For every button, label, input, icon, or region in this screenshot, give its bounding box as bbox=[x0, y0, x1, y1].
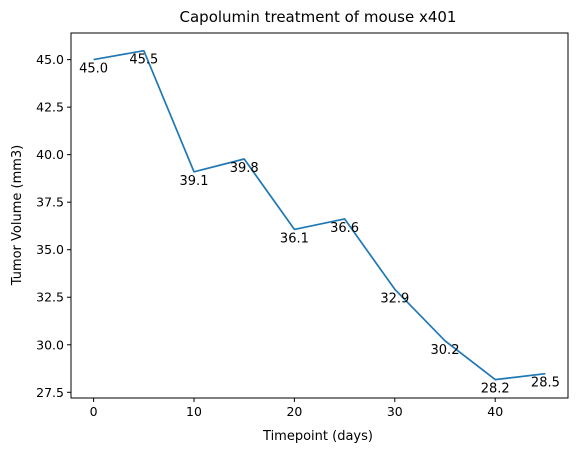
series-line-tumor-volume bbox=[93, 49, 546, 381]
y-tick-label: 30.0 bbox=[36, 337, 64, 352]
x-tick-label: 0 bbox=[90, 404, 98, 419]
data-label: 39.8 bbox=[230, 161, 259, 176]
data-label: 28.5 bbox=[531, 376, 560, 391]
y-tick-label: 27.5 bbox=[36, 385, 64, 400]
y-tick-label: 45.0 bbox=[36, 52, 64, 67]
x-tick-label: 10 bbox=[186, 404, 202, 419]
x-tick-label: 40 bbox=[487, 404, 503, 419]
plot-area: 0 10 20 30 40 27.5 30.0 32.5 35.0 37.5 40.0 42.5 45.… bbox=[36, 32, 569, 419]
data-label: 36.6 bbox=[330, 221, 359, 236]
data-label: 32.9 bbox=[380, 291, 409, 306]
x-tick-label: 30 bbox=[387, 404, 403, 419]
data-label: 36.1 bbox=[280, 231, 309, 246]
chart-title: Capolumin treatment of mouse x401 bbox=[180, 8, 457, 26]
y-tick-label: 35.0 bbox=[36, 242, 64, 257]
axis-ticks: 0 10 20 30 40 27.5 30.0 32.5 35.0 37.5 40.0 42.5 45.… bbox=[36, 52, 503, 419]
data-label: 28.2 bbox=[481, 382, 510, 397]
data-label: 45.0 bbox=[79, 62, 108, 77]
y-axis-label: Tumor Volume (mm3) bbox=[10, 145, 25, 287]
y-tick-label: 42.5 bbox=[36, 100, 64, 115]
y-tick-label: 32.5 bbox=[36, 290, 64, 305]
x-tick-label: 20 bbox=[286, 404, 302, 419]
plot-frame bbox=[70, 32, 569, 399]
data-labels: 45.0 39.1 36.1 32.9 28.2 45.5 39.8 36.6 30.2 28.5 bbox=[79, 53, 560, 397]
data-label: 45.5 bbox=[129, 53, 158, 68]
data-label: 39.1 bbox=[180, 174, 209, 189]
y-tick-label: 37.5 bbox=[36, 195, 64, 210]
x-axis-label: Timepoint (days) bbox=[262, 429, 373, 444]
data-label: 30.2 bbox=[431, 343, 460, 358]
y-tick-label: 40.0 bbox=[36, 147, 64, 162]
